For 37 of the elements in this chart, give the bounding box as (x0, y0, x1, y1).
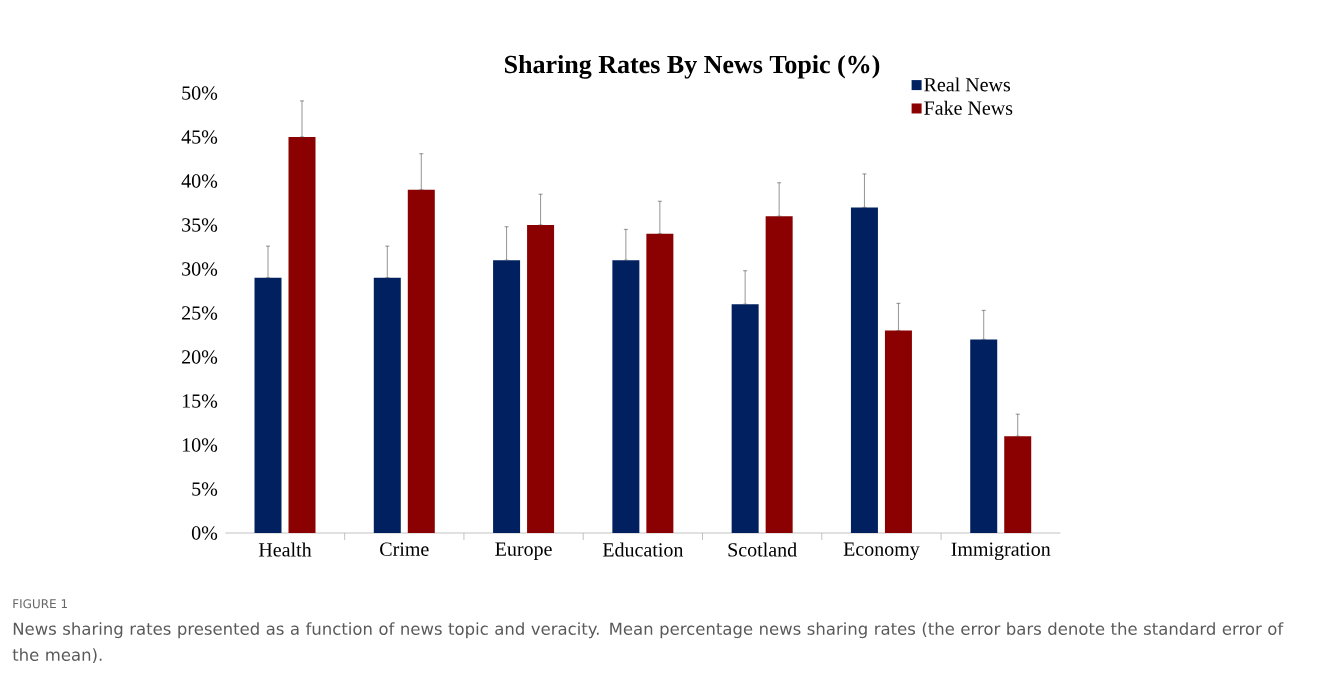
bar (765, 216, 793, 533)
y-tick-label: 50% (182, 86, 218, 100)
x-tick-label: Scotland (728, 542, 797, 557)
bar (493, 260, 521, 533)
y-tick-label: 45% (181, 130, 218, 144)
y-tick-label: 25% (182, 306, 218, 320)
y-tick-label: 10% (182, 438, 218, 452)
bar (254, 277, 282, 533)
text: News sharing rates presented as a function of news topic and veracity. Mean percentage news sharing rates (the error bars denote the standard error of the mean). (12, 622, 1284, 663)
x-tick-label: Health (258, 542, 312, 557)
legend-label: Fake News (924, 100, 1013, 115)
bar (731, 304, 759, 533)
y-tick-label: 0% (191, 526, 218, 540)
y-tick-label: 20% (182, 350, 218, 364)
x-tick-label: Europe (495, 542, 552, 560)
bar (373, 277, 401, 533)
bar (527, 225, 555, 533)
bar (850, 207, 878, 533)
bar (288, 137, 316, 533)
caption: FIGURE 1 (13, 599, 67, 609)
bar (884, 330, 912, 533)
bar (970, 339, 998, 533)
bar (407, 189, 435, 533)
x-tick-label: Crime (380, 542, 429, 556)
y-tick-label: 5% (192, 482, 218, 496)
y-tick-label: 35% (182, 218, 218, 232)
x-tick-label: Education (602, 542, 684, 557)
x-tick-label: Economy (843, 542, 920, 560)
bar (612, 260, 640, 533)
bar (1004, 436, 1032, 533)
bar (646, 233, 674, 533)
legend-label: Real News (924, 77, 1011, 92)
x-tick-label: Immigration (951, 542, 1051, 561)
chart-title: Sharing Rates By News Topic (%) (505, 54, 880, 79)
y-tick-label: 30% (182, 262, 218, 276)
y-tick-label: 15% (182, 394, 218, 408)
y-tick-label: 40% (181, 174, 218, 188)
